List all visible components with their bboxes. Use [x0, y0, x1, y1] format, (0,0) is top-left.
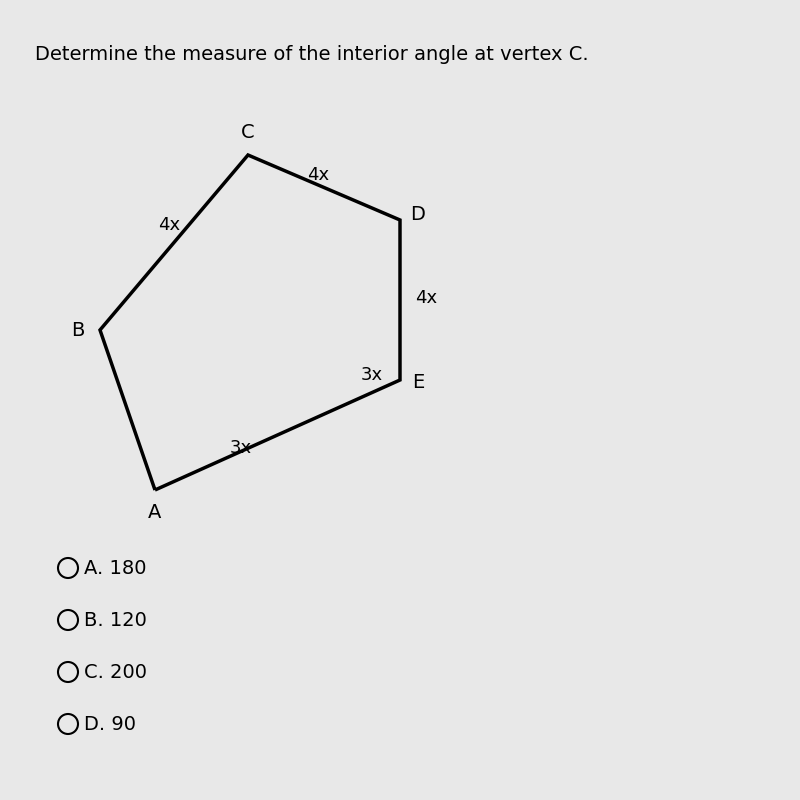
Text: D: D: [410, 206, 426, 225]
Text: A: A: [148, 502, 162, 522]
Text: 4x: 4x: [307, 166, 329, 184]
Text: C. 200: C. 200: [84, 662, 147, 682]
Text: C: C: [241, 123, 255, 142]
Text: 3x: 3x: [361, 366, 383, 384]
Text: E: E: [412, 373, 424, 391]
Text: 4x: 4x: [158, 216, 180, 234]
Text: B: B: [71, 321, 85, 339]
Text: A. 180: A. 180: [84, 558, 146, 578]
Text: Determine the measure of the interior angle at vertex C.: Determine the measure of the interior an…: [35, 46, 589, 65]
Text: B. 120: B. 120: [84, 610, 147, 630]
Text: 3x: 3x: [230, 439, 252, 457]
Text: D. 90: D. 90: [84, 714, 136, 734]
Text: 4x: 4x: [415, 289, 437, 307]
